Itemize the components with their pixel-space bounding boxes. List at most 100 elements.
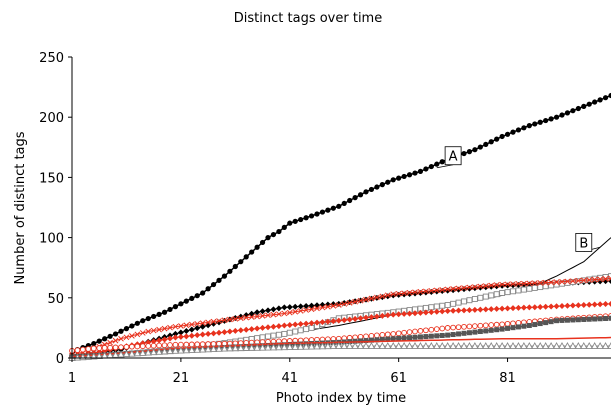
- data-point: [345, 342, 354, 349]
- data-point: [226, 344, 234, 352]
- data-point: [237, 315, 244, 322]
- data-point: [90, 345, 97, 352]
- data-point: [449, 342, 457, 349]
- data-point: [461, 330, 467, 336]
- data-point: [445, 332, 451, 338]
- data-point: [188, 326, 195, 333]
- data-point: [297, 308, 304, 314]
- data-point: [330, 303, 337, 309]
- data-point: [521, 323, 527, 329]
- data-point: [346, 316, 353, 323]
- data-point: [259, 324, 266, 331]
- data-point: [188, 346, 196, 354]
- data-point: [368, 314, 375, 321]
- x-tick-label: 81: [499, 371, 516, 386]
- data-point: [161, 342, 168, 349]
- data-point: [563, 342, 572, 349]
- data-point: [412, 328, 418, 335]
- data-point: [101, 345, 108, 351]
- data-point: [259, 239, 266, 246]
- data-point: [118, 335, 124, 342]
- data-point: [384, 312, 391, 319]
- data-point: [537, 321, 543, 327]
- series-10: [68, 342, 611, 361]
- data-point: [499, 305, 506, 312]
- data-point: [194, 320, 201, 327]
- data-point: [335, 342, 343, 349]
- data-point: [123, 334, 130, 341]
- data-point: [422, 309, 429, 316]
- data-point: [303, 320, 310, 327]
- data-point: [423, 327, 429, 334]
- data-point: [498, 342, 506, 349]
- data-point: [221, 317, 228, 324]
- data-point: [515, 287, 522, 294]
- data-point: [151, 313, 157, 320]
- data-point: [194, 293, 200, 299]
- data-point: [216, 318, 222, 324]
- data-point: [406, 290, 413, 297]
- data-point: [193, 345, 201, 353]
- data-point: [319, 304, 326, 311]
- data-point: [308, 213, 315, 219]
- data-point: [591, 301, 598, 308]
- data-point: [292, 218, 298, 224]
- data-point: [552, 342, 561, 349]
- data-point: [482, 293, 489, 300]
- data-point: [286, 309, 293, 316]
- data-point: [352, 195, 358, 201]
- data-point: [417, 334, 423, 340]
- y-tick-label: 50: [47, 292, 64, 307]
- data-point: [472, 284, 478, 290]
- data-point: [314, 319, 320, 326]
- data-point: [407, 335, 413, 341]
- data-point: [390, 292, 397, 299]
- data-point: [85, 346, 92, 352]
- data-point: [129, 343, 135, 350]
- data-point: [259, 308, 266, 315]
- data-point: [373, 342, 381, 349]
- data-point: [601, 342, 610, 349]
- data-point: [406, 289, 413, 296]
- data-point: [254, 325, 261, 332]
- series-line: [71, 345, 611, 359]
- data-point: [532, 121, 538, 127]
- annotation-box: [575, 233, 593, 252]
- data-point: [580, 302, 587, 309]
- data-point: [504, 320, 511, 327]
- data-point: [161, 336, 168, 343]
- data-point: [139, 349, 147, 356]
- data-point: [265, 324, 271, 331]
- data-point: [385, 179, 391, 185]
- data-point: [526, 304, 533, 311]
- data-point: [455, 324, 462, 331]
- data-point: [123, 326, 130, 332]
- data-point: [569, 302, 576, 309]
- data-point: [314, 305, 320, 312]
- data-point: [324, 318, 331, 325]
- data-point: [198, 345, 207, 353]
- data-point: [358, 338, 364, 344]
- data-point: [477, 294, 484, 301]
- data-point: [515, 304, 522, 311]
- data-point: [493, 291, 500, 298]
- data-point: [134, 331, 141, 338]
- data-point: [466, 297, 473, 304]
- data-point: [384, 293, 391, 300]
- data-point: [287, 220, 293, 226]
- data-point: [167, 342, 173, 348]
- data-point: [510, 305, 516, 312]
- data-point: [438, 342, 446, 349]
- data-point: [281, 304, 288, 311]
- data-point: [482, 284, 489, 291]
- data-point: [265, 235, 271, 241]
- data-point: [439, 159, 445, 165]
- data-point: [156, 342, 162, 349]
- data-point: [330, 318, 337, 325]
- data-point: [205, 330, 212, 337]
- data-point: [450, 324, 456, 331]
- data-point: [510, 129, 516, 135]
- data-point: [313, 342, 321, 350]
- data-point: [314, 302, 320, 309]
- data-point: [107, 339, 113, 346]
